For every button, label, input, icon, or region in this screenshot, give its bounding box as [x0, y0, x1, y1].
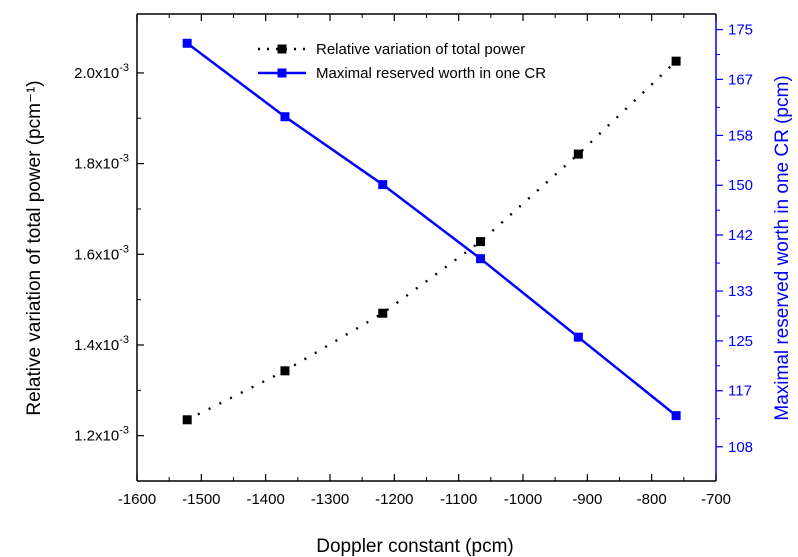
series-1-marker — [476, 237, 486, 247]
series-1-marker — [280, 366, 290, 376]
y-left-tick-label: 1.2x10-3 — [74, 425, 129, 445]
y-right-tick-label: 133 — [728, 283, 753, 300]
legend-label-1: Relative variation of total power — [316, 41, 525, 58]
x-tick-label: -900 — [572, 491, 602, 508]
y-axis-left-title: Relative variation of total power (pcm⁻¹… — [24, 80, 45, 415]
y-left-tick-label: 1.8x10-3 — [74, 153, 129, 173]
legend: Relative variation of total power Maximal… — [258, 41, 546, 82]
x-axis-title: Doppler constant (pcm) — [316, 536, 513, 557]
series-2-marker — [182, 38, 192, 48]
x-tick-label: -1500 — [182, 491, 220, 508]
y-left-tick-label: 2.0x10-3 — [74, 62, 129, 82]
x-tick-label: -1600 — [118, 491, 156, 508]
plot-frame — [136, 13, 717, 482]
x-tick-label: -700 — [701, 491, 731, 508]
series-1-marker — [182, 415, 192, 425]
x-tick-label: -800 — [637, 491, 667, 508]
series-2-marker — [280, 112, 290, 122]
series-1-marker — [378, 308, 388, 318]
x-tick-label: -1400 — [246, 491, 284, 508]
series-2-marker — [671, 411, 681, 421]
legend-label-2: Maximal reserved worth in one CR — [316, 65, 546, 82]
legend-marker-1 — [277, 44, 287, 54]
y-axis-right: 108 117 125 133 142 150 158 167 175 — [716, 22, 753, 456]
x-axis: -1600 -1500 -1400 -1300 -1200 -1100 -1000 -900 -… — [118, 14, 731, 508]
x-tick-label: -1300 — [311, 491, 349, 508]
y-right-tick-label: 150 — [728, 177, 753, 194]
series-line-2 — [186, 42, 677, 417]
series-1-marker — [573, 149, 583, 159]
series-2-marker — [476, 254, 486, 264]
y-right-tick-label: 167 — [728, 71, 753, 88]
y-right-tick-label: 175 — [728, 22, 753, 39]
x-tick-label: -1100 — [440, 491, 477, 508]
x-tick-label: -1000 — [504, 491, 542, 508]
y-right-tick-label: 125 — [728, 333, 753, 350]
legend-marker-2 — [277, 68, 287, 78]
x-tick-label: -1200 — [375, 491, 413, 508]
series-1-marker — [671, 56, 681, 66]
y-axis-left: 1.2x10-3 1.4x10-3 1.6x10-3 1.8x10-3 2.0x10-3 — [74, 62, 144, 445]
y-axis-right-title: Maximal reserved worth in one CR (pcm) — [772, 75, 793, 420]
y-left-tick-label: 1.6x10-3 — [74, 243, 129, 263]
y-right-tick-label: 142 — [728, 227, 753, 244]
y-right-tick-label: 108 — [728, 439, 753, 456]
series-line-1 — [186, 60, 677, 421]
series-2-marker — [378, 180, 388, 190]
y-right-tick-label: 117 — [728, 383, 752, 400]
y-right-tick-label: 158 — [728, 127, 753, 144]
series-2-marker — [573, 332, 583, 342]
series-layer — [182, 38, 681, 425]
y-left-tick-label: 1.4x10-3 — [74, 334, 129, 354]
